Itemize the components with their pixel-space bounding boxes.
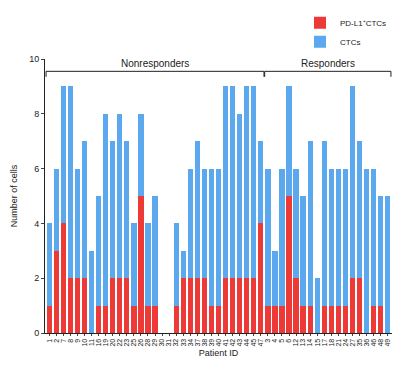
svg-text:40: 40 [215,339,222,347]
svg-text:13: 13 [299,339,306,347]
svg-text:46: 46 [370,339,377,347]
svg-text:22: 22 [116,339,123,347]
svg-text:8: 8 [34,109,39,119]
svg-text:Nonresponders: Nonresponders [121,58,189,69]
svg-text:Number of cells: Number of cells [9,164,19,227]
svg-text:31: 31 [165,339,172,347]
svg-text:Responders: Responders [301,58,355,69]
svg-text:Patient ID: Patient ID [199,348,239,358]
svg-text:23: 23 [123,339,130,347]
svg-text:0: 0 [34,328,39,338]
svg-text:10: 10 [29,54,39,64]
svg-text:4: 4 [271,339,278,343]
svg-text:28: 28 [144,339,151,347]
svg-text:29: 29 [151,339,158,347]
svg-text:18: 18 [328,339,335,347]
svg-text:11: 11 [88,339,95,346]
svg-text:8: 8 [67,339,74,343]
svg-text:38: 38 [201,339,208,347]
svg-text:24: 24 [342,339,349,347]
svg-text:47: 47 [257,339,264,347]
svg-text:1: 1 [46,339,53,343]
svg-text:39: 39 [208,339,215,347]
svg-text:21: 21 [335,339,342,347]
svg-text:3: 3 [264,339,271,343]
svg-text:6: 6 [34,164,39,174]
svg-text:2: 2 [53,339,60,343]
svg-text:32: 32 [172,339,179,347]
svg-text:2: 2 [34,273,39,283]
svg-text:30: 30 [158,339,165,347]
svg-text:16: 16 [95,339,102,347]
svg-text:7: 7 [60,339,67,343]
svg-text:35: 35 [356,339,363,347]
svg-text:25: 25 [130,339,137,347]
svg-text:41: 41 [222,339,229,347]
svg-text:17: 17 [321,339,328,347]
svg-text:27: 27 [349,339,356,347]
svg-text:19: 19 [102,339,109,347]
svg-text:6: 6 [285,339,292,343]
svg-text:43: 43 [236,339,243,347]
svg-text:12: 12 [292,339,299,347]
svg-text:44: 44 [243,339,250,347]
svg-text:48: 48 [377,339,384,347]
svg-text:45: 45 [250,339,257,347]
svg-text:5: 5 [278,339,285,343]
svg-text:49: 49 [384,339,391,347]
svg-text:14: 14 [306,339,313,347]
svg-text:42: 42 [229,339,236,347]
svg-text:10: 10 [81,339,88,347]
svg-text:37: 37 [194,339,201,347]
svg-text:PD-L1⁺CTCs: PD-L1⁺CTCs [340,19,386,28]
svg-text:20: 20 [109,339,116,347]
svg-text:26: 26 [137,339,144,347]
svg-text:36: 36 [363,339,370,347]
svg-text:33: 33 [180,339,187,347]
svg-text:9: 9 [74,339,81,343]
svg-text:CTCs: CTCs [340,38,360,47]
svg-text:4: 4 [34,219,39,229]
svg-text:34: 34 [187,339,194,347]
svg-text:15: 15 [314,339,321,347]
